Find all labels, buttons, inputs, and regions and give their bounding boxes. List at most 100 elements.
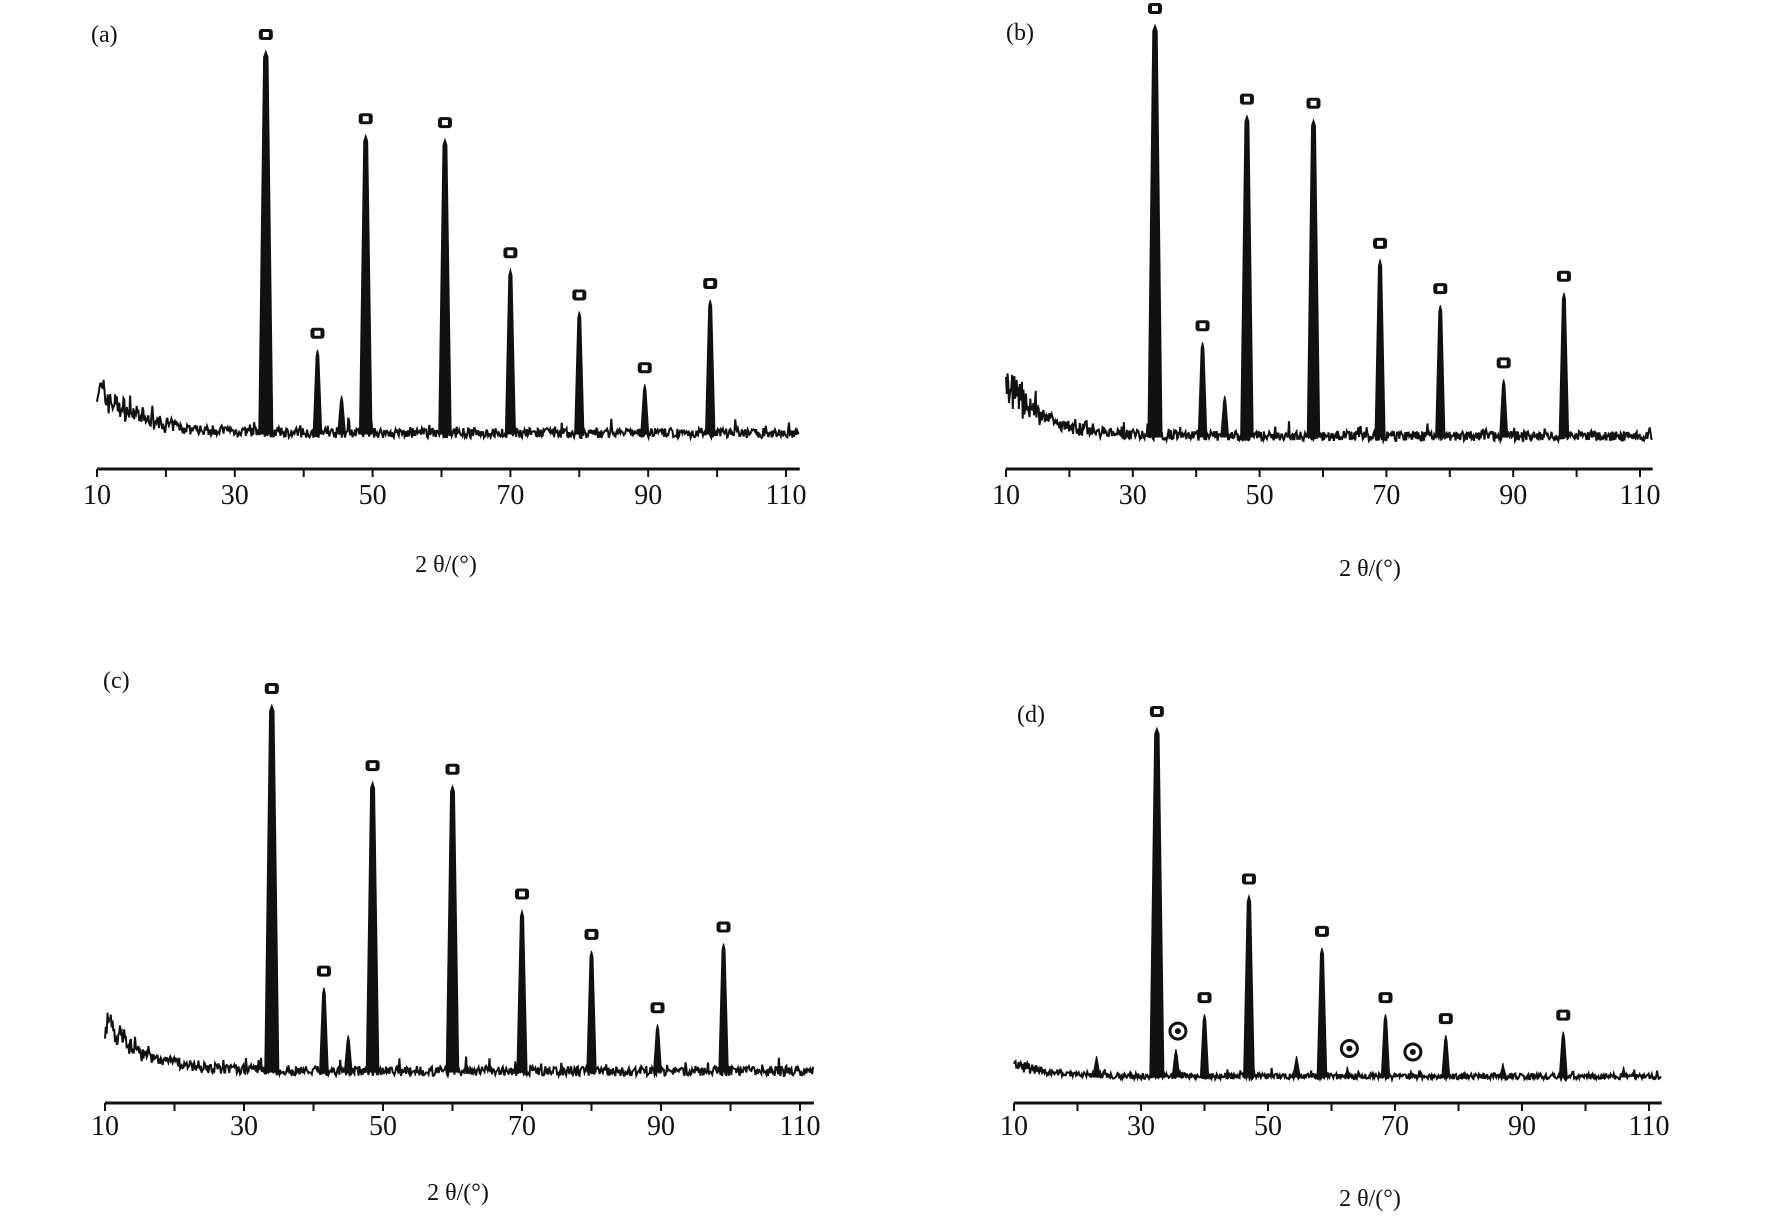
x-tick-label: 70 [1372, 480, 1400, 511]
peak-34.5 [258, 49, 274, 435]
x-tick-label: 90 [1508, 1111, 1536, 1142]
peak-98 [1558, 292, 1570, 438]
panel-label-d: (d) [1017, 702, 1045, 728]
x-tick-label: 50 [369, 1111, 397, 1142]
diffraction-trace-background [1013, 1059, 1662, 1084]
peak-88.5 [1499, 379, 1509, 438]
x-tick-label: 90 [1499, 480, 1527, 511]
peak-32.5 [1149, 726, 1165, 1078]
x-tick-label: 90 [647, 1111, 675, 1142]
phase-marker-square [1195, 320, 1210, 332]
x-axis-label-d: 2 θ/(°) [1339, 1186, 1401, 1212]
peak-106 [1619, 1066, 1629, 1078]
peak-58.5 [1306, 118, 1321, 438]
peak-99 [718, 943, 729, 1073]
phase-marker-square [1149, 706, 1164, 717]
x-tick-label: 50 [1246, 480, 1274, 511]
x-tick-label: 30 [1127, 1111, 1155, 1142]
peak-48 [1240, 114, 1254, 438]
x-tick-label: 30 [221, 480, 249, 511]
phase-marker-square [515, 888, 529, 900]
peak-54.5 [1292, 1055, 1301, 1078]
peak-40 [1199, 1014, 1210, 1078]
phase-marker-square [584, 928, 599, 940]
peak-80 [586, 950, 597, 1073]
phase-marker-square [1556, 1009, 1571, 1021]
phase-marker-square [1239, 93, 1254, 105]
phase-marker-square [445, 763, 460, 775]
panel-d: (d) 2 θ/(°) 10 30 50 70 90 110 [1000, 702, 1669, 1212]
phase-marker-square [703, 277, 718, 289]
peak-44.5 [1220, 395, 1230, 438]
phase-marker-square [1147, 3, 1162, 14]
x-axis-label-a: 2 θ/(°) [415, 552, 477, 578]
x-tick-label: 110 [1620, 480, 1661, 511]
diffraction-trace-background [1005, 373, 1653, 445]
phase-marker-square [1378, 992, 1393, 1004]
panel-label-a: (a) [91, 22, 118, 48]
x-tick-label: 70 [496, 480, 524, 511]
x-tick-label: 10 [992, 480, 1020, 511]
peak-47 [1243, 893, 1255, 1078]
peak-72.5 [1407, 1069, 1415, 1078]
peak-87 [1498, 1062, 1508, 1078]
x-axis-label-c: 2 θ/(°) [427, 1180, 489, 1206]
x-tick-label: 10 [83, 480, 111, 511]
phase-marker-circle [1403, 1042, 1423, 1062]
phase-marker-square [1197, 992, 1212, 1004]
peak-23 [1092, 1055, 1101, 1078]
peak-41.5 [319, 987, 329, 1073]
peak-58.5 [1316, 947, 1328, 1078]
x-tick-label: 30 [1119, 480, 1147, 511]
peak-78 [1441, 1035, 1451, 1078]
peak-33.5 [1147, 23, 1163, 438]
phase-marker-square [716, 921, 731, 933]
phase-marker-square [264, 683, 279, 694]
peak-35.5 [1171, 1048, 1181, 1078]
peak-34 [264, 703, 280, 1073]
x-tick-label: 110 [1629, 1111, 1670, 1142]
panel-label-c: (c) [103, 668, 130, 694]
phase-marker-circle [1339, 1039, 1359, 1059]
x-tick-label: 10 [1000, 1111, 1028, 1142]
x-tick-label: 30 [230, 1111, 258, 1142]
peak-78.5 [1435, 305, 1446, 438]
phase-marker-square [1556, 270, 1571, 282]
x-tick-label: 50 [1254, 1111, 1282, 1142]
peak-41 [1197, 342, 1208, 438]
peak-80 [574, 311, 585, 435]
x-tick-label: 110 [780, 1111, 821, 1142]
x-axis-label-b: 2 θ/(°) [1339, 556, 1401, 582]
phase-marker-square [650, 1002, 665, 1014]
peak-89.5 [653, 1024, 663, 1073]
x-tick-label: 110 [766, 480, 807, 511]
peak-48.5 [365, 780, 380, 1073]
peak-68.5 [1380, 1014, 1391, 1078]
phase-marker-square [358, 113, 373, 125]
phase-marker-square [1306, 97, 1321, 109]
peak-89.5 [640, 384, 650, 435]
phase-marker-square [1241, 873, 1256, 885]
phase-marker-square [503, 247, 518, 259]
peak-70 [516, 908, 528, 1073]
peak-42 [312, 349, 323, 435]
phase-marker-square [572, 289, 587, 301]
phase-marker-square [1373, 237, 1388, 249]
peak-60 [445, 784, 460, 1073]
phase-marker-square [637, 362, 652, 374]
x-tick-label: 50 [359, 480, 387, 511]
panel-label-b: (b) [1006, 20, 1034, 46]
peak-99 [704, 299, 716, 435]
x-tick-label: 70 [1381, 1111, 1409, 1142]
peak-96.5 [1558, 1031, 1568, 1078]
phase-marker-circle [1168, 1021, 1188, 1041]
panel-a: (a) 2 θ/(°) 10 30 50 70 90 110 [83, 22, 806, 578]
phase-marker-square [437, 117, 452, 129]
phase-marker-square [1496, 357, 1511, 369]
peak-70 [504, 267, 516, 435]
peak-49 [358, 133, 373, 435]
peak-69 [1374, 257, 1386, 438]
phase-marker-square [316, 965, 331, 977]
phase-marker-square [258, 29, 273, 40]
